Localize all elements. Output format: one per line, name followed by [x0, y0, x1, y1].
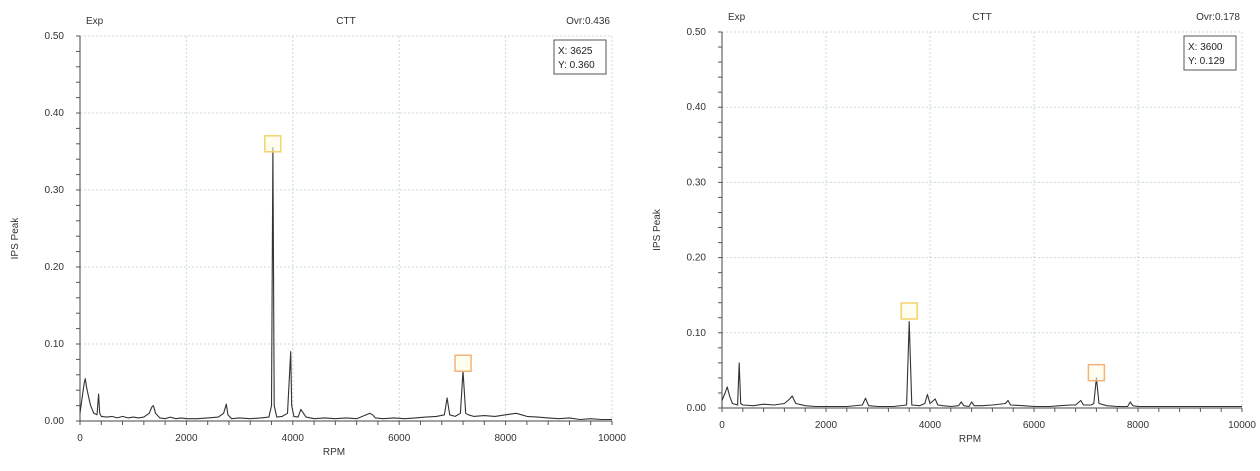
y-tick-label: 0.30	[45, 185, 65, 196]
x-tick-label: 0	[77, 433, 83, 444]
peak-marker	[1087, 363, 1106, 382]
header-left-label: Exp	[728, 12, 746, 23]
cursor-y-value: Y: 0.129	[1188, 56, 1225, 67]
cursor-x-value: X: 3600	[1188, 42, 1223, 53]
chart-panel-left: 0.00 0.10 0.20 0.30 0.40 0.50 0 2000 4000 6000 800…	[10, 16, 626, 458]
x-tick-label: 4000	[919, 420, 942, 431]
cursor-readout-box: X: 3600 Y: 0.129	[1183, 35, 1237, 71]
header-center-label: CTT	[972, 12, 991, 23]
y-tick-label: 0.10	[45, 339, 65, 350]
spectrum-chart-left: 0.00 0.10 0.20 0.30 0.40 0.50 0 2000 4000 6000 800…	[10, 16, 626, 458]
x-tick-label: 4000	[282, 433, 305, 444]
cursor-readout-frame	[553, 39, 607, 75]
y-tick-label: 0.20	[45, 262, 65, 273]
x-tick-label: 0	[719, 420, 725, 431]
spectrum-series-line	[79, 147, 612, 421]
x-tick-label: 2000	[175, 433, 198, 444]
x-axis-label: RPM	[959, 434, 981, 445]
x-tick-label: 8000	[494, 433, 517, 444]
x-tick-label: 6000	[388, 433, 411, 444]
y-tick-label: 0.30	[687, 177, 707, 188]
y-tick-label: 0.20	[687, 253, 707, 264]
y-axis-label: IPS Peak	[652, 208, 663, 251]
peak-marker	[900, 302, 918, 320]
header-center-label: CTT	[336, 16, 355, 27]
peak-marker	[454, 354, 472, 372]
y-tick-label: 0.40	[687, 102, 707, 113]
y-tick-label: 0.50	[687, 27, 707, 38]
cursor-readout-box: X: 3625 Y: 0.360	[553, 39, 607, 75]
header-overall-label: Ovr:0.178	[1196, 12, 1240, 23]
y-tick-label: 0.00	[45, 416, 65, 427]
peak-marker	[264, 135, 282, 153]
x-tick-label: 10000	[1228, 420, 1256, 431]
x-tick-label: 2000	[815, 420, 838, 431]
cursor-x-value: X: 3625	[558, 46, 593, 57]
y-tick-label: 0.50	[45, 31, 65, 42]
spectrum-series-line	[721, 320, 1242, 408]
y-tick-label: 0.00	[687, 403, 707, 414]
header-overall-label: Ovr:0.436	[566, 16, 610, 27]
x-axis-label: RPM	[323, 447, 345, 458]
y-axis-label: IPS Peak	[10, 217, 21, 260]
x-tick-label: 10000	[598, 433, 626, 444]
y-tick-label: 0.40	[45, 108, 65, 119]
y-tick-label: 0.10	[687, 328, 707, 339]
cursor-readout-frame	[1183, 35, 1237, 71]
spectrum-chart-right: 0.00 0.10 0.20 0.30 0.40 0.50 0 2000 4000 6000 800…	[652, 12, 1256, 445]
header-left-label: Exp	[86, 16, 104, 27]
chart-panel-right: 0.00 0.10 0.20 0.30 0.40 0.50 0 2000 4000 6000 800…	[630, 0, 1260, 471]
x-tick-label: 8000	[1127, 420, 1150, 431]
x-tick-label: 6000	[1023, 420, 1046, 431]
cursor-y-value: Y: 0.360	[558, 60, 595, 71]
